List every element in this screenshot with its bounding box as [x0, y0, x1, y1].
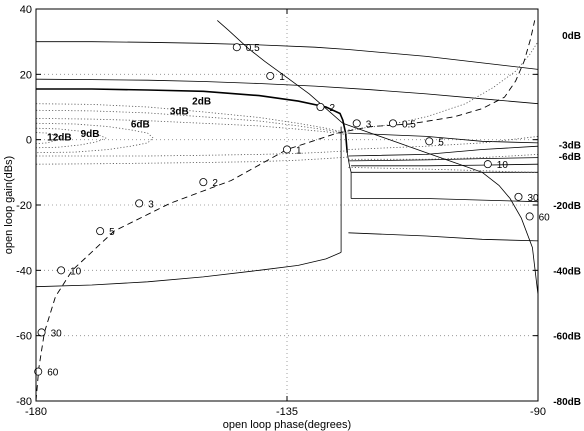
curve-solid-thin-9 [348, 232, 539, 242]
y-tick-label-1: -60 [16, 331, 32, 343]
curve-dotted-20 [35, 132, 63, 144]
frequency-label-11: 3 [148, 199, 154, 210]
curve-dotted-24 [348, 136, 539, 150]
curve-dotted-26 [348, 167, 539, 173]
right-db-label-2: -6dB [559, 152, 581, 163]
curves [35, 20, 539, 402]
closed-loop-label-0: 2dB [192, 96, 211, 107]
frequency-label-1: 1 [279, 72, 285, 83]
frequency-label-5: 10 [497, 160, 509, 171]
curve-dotted-22 [35, 156, 349, 165]
frequency-label-2: 2 [329, 103, 335, 114]
y-tick-label-4: 0 [26, 135, 32, 147]
curve-dotted-15 [35, 103, 349, 134]
grid [36, 9, 538, 401]
frequency-marker-2 [316, 103, 325, 112]
frequency-label-10: 2 [212, 178, 218, 189]
frequency-marker-4 [425, 137, 434, 146]
y-ticks: -80 -60 -40 -20 0 20 40 [16, 4, 538, 408]
curve-solid-thin-10 [348, 145, 539, 157]
curve-dotted-17 [35, 118, 349, 136]
right-db-label-6: -80dB [553, 397, 581, 408]
frequency-marker-10 [199, 178, 208, 187]
y-tick-label-0: -80 [16, 396, 32, 408]
curve-dotted-16 [35, 109, 349, 135]
frequency-marker-9 [282, 145, 291, 154]
frequency-marker-7 [525, 212, 534, 221]
curve-solid-bold-2 [36, 88, 348, 153]
frequency-label-3: 3 [366, 119, 372, 130]
curve-solid-thin-13 [217, 20, 539, 295]
y-tick-label-5: 20 [20, 69, 32, 81]
curve-dotted-21 [36, 150, 349, 157]
frequency-marker-1 [266, 71, 275, 80]
x-axis-label: open loop phase(degrees) [223, 419, 351, 431]
y-axis-label: open loop gain(dBs) [3, 156, 15, 254]
y-tick-label-3: -20 [16, 200, 32, 212]
closed-loop-label-3: 9dB [81, 129, 100, 140]
frequency-label-14: 30 [51, 328, 63, 339]
right-db-label-4: -40dB [553, 266, 581, 277]
frequency-marker-3 [352, 119, 361, 128]
frequency-label-15: 60 [47, 368, 59, 379]
curve-solid-thin-0 [36, 41, 539, 70]
x-ticks: -180 -135 -90 [25, 9, 546, 418]
frequency-label-4: 5 [438, 137, 444, 148]
curve-dotted-25 [348, 154, 539, 160]
curve-dotted-18 [35, 122, 154, 154]
curve-solid-thin-4 [35, 252, 342, 288]
frequency-marker-14 [37, 328, 46, 337]
right-db-label-5: -60dB [553, 332, 581, 343]
frequency-marker-11 [135, 199, 144, 208]
frequency-marker-5 [483, 160, 492, 169]
right-db-label-1: -3dB [559, 141, 581, 152]
y-tick-label-6: 40 [20, 4, 32, 16]
frequency-label-0: 0.5 [246, 43, 260, 54]
curve-solid-thin-8 [351, 198, 539, 203]
curve-solid-thin-1 [35, 78, 539, 105]
x-tick-label-2: -90 [530, 406, 546, 418]
frequency-marker-8 [388, 119, 397, 128]
curve-solid-thin-11 [348, 157, 539, 162]
frequency-marker-13 [57, 266, 66, 275]
curve-solid-thin-6 [351, 163, 539, 167]
right-db-label-0: 0dB [562, 31, 581, 42]
frequency-label-13: 10 [70, 266, 82, 277]
curve-dotted-19 [35, 127, 107, 149]
curve-dashed-14 [35, 20, 536, 402]
y-tick-label-2: -40 [16, 265, 32, 277]
closed-loop-label-2: 6dB [131, 119, 150, 130]
right-labels: 0dB -3dB-6dB -20dB -40dB -60dB -80dB [553, 31, 581, 408]
frequency-label-12: 5 [109, 227, 115, 238]
frequency-label-9: 1 [296, 145, 302, 156]
x-tick-label-0: -180 [25, 406, 47, 418]
curve-solid-thin-12 [348, 132, 539, 144]
frequency-label-7: 60 [539, 212, 551, 223]
frequency-marker-0 [232, 43, 241, 52]
x-tick-label-1: -135 [276, 406, 298, 418]
closed-loop-label-1: 3dB [170, 106, 189, 117]
frequency-label-6: 30 [527, 193, 539, 204]
frequency-marker-6 [514, 192, 523, 201]
right-db-label-3: -20dB [553, 201, 581, 212]
frequency-marker-12 [96, 227, 105, 236]
frequency-label-8: 0.5 [402, 119, 416, 130]
closed-loop-label-4: 12dB [47, 132, 71, 143]
